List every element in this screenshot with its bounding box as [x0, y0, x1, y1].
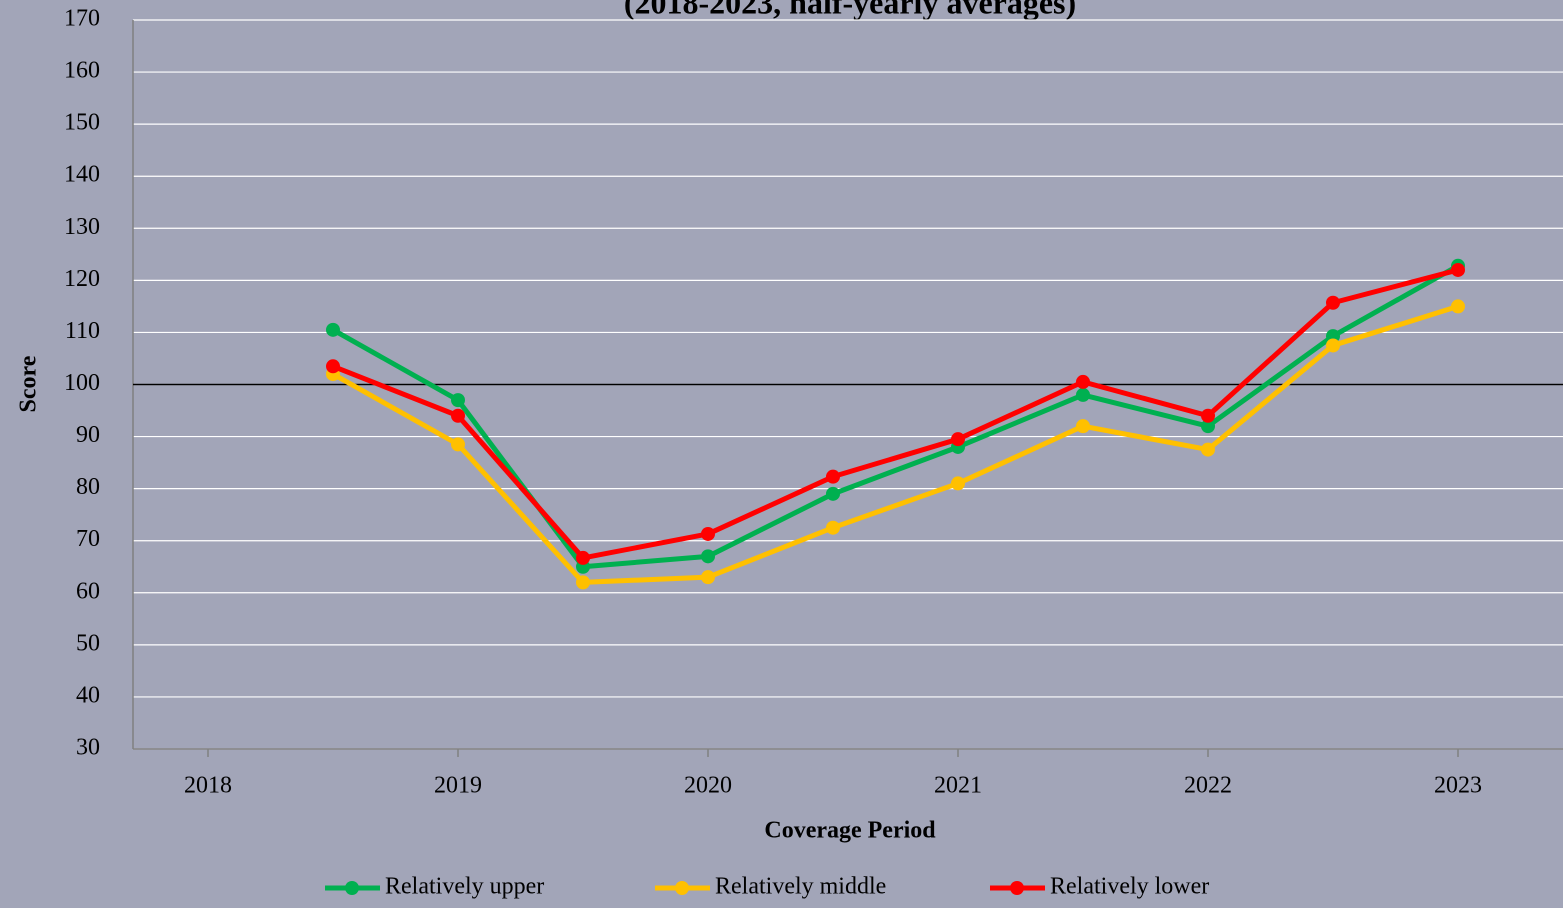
y-tick-label: 120	[64, 266, 100, 292]
data-point	[1201, 419, 1215, 434]
data-point	[951, 432, 965, 447]
series-line	[332, 267, 1459, 561]
data-point	[1326, 295, 1340, 310]
y-tick-label: 50	[76, 630, 100, 656]
x-tick-label: 2019	[434, 773, 482, 799]
data-point	[1076, 374, 1090, 389]
legend-marker	[675, 881, 689, 895]
data-point	[701, 570, 715, 585]
data-point	[826, 469, 840, 484]
data-point	[1201, 442, 1215, 457]
data-point	[1451, 299, 1465, 314]
series	[326, 262, 1465, 565]
data-point	[826, 520, 840, 535]
data-point	[1451, 262, 1465, 277]
data-point	[326, 359, 340, 374]
y-tick-label: 130	[64, 214, 100, 240]
y-tick-label: 90	[76, 422, 100, 448]
y-tick-label: 80	[76, 474, 100, 500]
legend-marker	[1010, 881, 1024, 895]
x-axis-label: Coverage Period	[764, 818, 936, 844]
y-tick-label: 30	[76, 735, 100, 761]
legend-label: Relatively lower	[1050, 874, 1209, 900]
data-point	[451, 437, 465, 452]
data-point	[326, 322, 340, 337]
x-tick-label: 2018	[184, 773, 232, 799]
y-axis-label: Score	[16, 355, 42, 412]
y-tick-label: 70	[76, 526, 100, 552]
y-tick-label: 170	[64, 6, 100, 32]
x-tick-label: 2022	[1184, 773, 1232, 799]
x-tick-label: 2020	[684, 773, 732, 799]
data-point	[1326, 338, 1340, 353]
data-point	[1201, 408, 1215, 423]
data-point	[701, 526, 715, 541]
data-point	[826, 486, 840, 501]
y-tick-label: 40	[76, 682, 100, 708]
y-tick-label: 140	[64, 162, 100, 188]
x-tick-label: 2021	[934, 773, 982, 799]
data-point	[451, 408, 465, 423]
x-tick-label: 2023	[1434, 773, 1482, 799]
legend-marker	[345, 881, 359, 895]
y-tick-label: 150	[64, 110, 100, 136]
legend-label: Relatively upper	[385, 874, 544, 900]
y-tick-label: 110	[65, 318, 100, 344]
y-tick-label: 100	[64, 370, 100, 396]
chart-title: (2018-2023, half-yearly averages)	[624, 0, 1076, 20]
series-line	[331, 304, 1459, 585]
y-tick-label: 60	[76, 578, 100, 604]
data-point	[576, 575, 590, 590]
data-point	[1076, 387, 1090, 402]
y-tick-label: 160	[64, 58, 100, 84]
legend-label: Relatively middle	[715, 874, 886, 900]
data-point	[951, 476, 965, 491]
data-point	[576, 550, 590, 565]
data-point	[701, 549, 715, 564]
series	[326, 299, 1465, 590]
data-point	[451, 393, 465, 408]
data-point	[1076, 419, 1090, 434]
